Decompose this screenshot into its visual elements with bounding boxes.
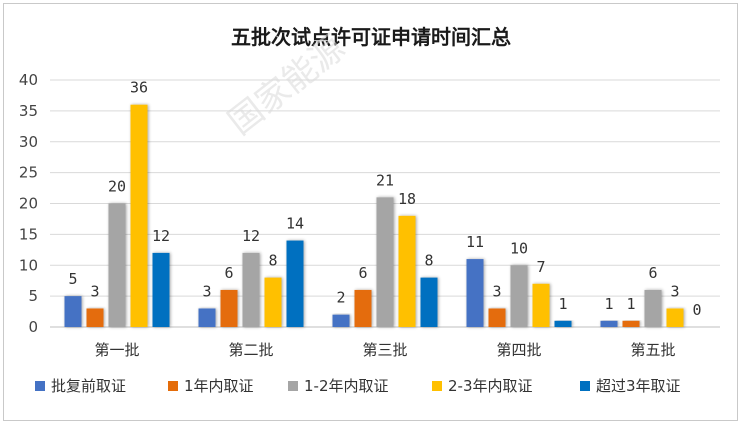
- legend-swatch: [168, 381, 178, 391]
- x-category-label: 第五批: [630, 341, 675, 359]
- legend-label: 1年内取证: [184, 377, 254, 395]
- data-label: 6: [224, 264, 233, 282]
- bar: [398, 215, 416, 327]
- y-tick-label: 40: [19, 71, 38, 89]
- legend-item: 2-3年内取证: [432, 377, 533, 395]
- bar: [86, 308, 104, 327]
- legend-item: 批复前取证: [35, 377, 126, 395]
- bar: [130, 104, 148, 327]
- bar: [108, 203, 126, 327]
- bar: [644, 289, 662, 327]
- bar: [220, 289, 238, 327]
- data-label: 0: [692, 301, 701, 319]
- bar: [488, 308, 506, 327]
- bar: [510, 265, 528, 327]
- legend-label: 批复前取证: [51, 377, 126, 395]
- data-label: 6: [648, 264, 657, 282]
- data-label: 20: [108, 178, 126, 196]
- y-tick-label: 15: [19, 225, 38, 243]
- x-category-label: 第三批: [362, 341, 407, 359]
- data-label: 5: [68, 270, 77, 288]
- y-tick-label: 20: [19, 195, 38, 213]
- x-category-label: 第二批: [228, 341, 273, 359]
- legend-label: 超过3年取证: [596, 377, 681, 395]
- bar: [376, 197, 394, 327]
- bar: [332, 314, 350, 327]
- legend-swatch: [580, 381, 590, 391]
- data-label: 3: [492, 282, 501, 300]
- legend-label: 2-3年内取证: [448, 377, 533, 395]
- legend-item: 1年内取证: [168, 377, 254, 395]
- bar: [242, 252, 260, 327]
- bar: [152, 252, 170, 327]
- legend-swatch: [288, 381, 298, 391]
- bar: [286, 240, 304, 327]
- data-label: 3: [670, 282, 679, 300]
- bar: [666, 308, 684, 327]
- bar: [420, 277, 438, 327]
- data-label: 36: [130, 79, 148, 97]
- data-label: 6: [358, 264, 367, 282]
- chart-title: 五批次试点许可证申请时间汇总: [231, 25, 511, 49]
- bar: [354, 289, 372, 327]
- bar: [554, 320, 572, 327]
- y-tick-label: 25: [19, 164, 38, 182]
- legend-swatch: [432, 381, 442, 391]
- bar: [198, 308, 216, 327]
- data-label: 10: [510, 239, 528, 257]
- bar: [532, 283, 550, 327]
- data-label: 1: [558, 295, 567, 313]
- data-label: 12: [242, 227, 260, 245]
- y-tick-label: 10: [19, 256, 38, 274]
- data-label: 7: [536, 258, 545, 276]
- data-label: 2: [336, 289, 345, 307]
- x-category-label: 第四批: [496, 341, 541, 359]
- data-label: 8: [268, 252, 277, 270]
- data-label: 3: [90, 282, 99, 300]
- data-label: 1: [626, 295, 635, 313]
- legend-item: 超过3年取证: [580, 377, 681, 395]
- y-tick-label: 30: [19, 133, 38, 151]
- data-label: 11: [466, 233, 484, 251]
- y-tick-label: 0: [28, 318, 38, 336]
- data-label: 12: [152, 227, 170, 245]
- legend: 批复前取证 1年内取证 1-2年内取证 2-3年内取证 超过3年取证: [35, 377, 681, 395]
- y-tick-label: 5: [28, 287, 38, 305]
- data-label: 1: [604, 295, 613, 313]
- legend-swatch: [35, 381, 45, 391]
- bar: [622, 320, 640, 327]
- y-axis-ticks: 0 5 10 15 20 25 30 35 40: [19, 71, 38, 336]
- data-label: 18: [398, 190, 416, 208]
- legend-label: 1-2年内取证: [304, 377, 389, 395]
- bar: [264, 277, 282, 327]
- x-category-label: 第一批: [94, 341, 139, 359]
- data-label: 14: [286, 215, 304, 233]
- data-label: 21: [376, 171, 394, 189]
- x-axis-categories: 第一批 第二批 第三批 第四批 第五批: [94, 341, 675, 359]
- bar: [64, 296, 82, 327]
- bar: [466, 259, 484, 327]
- bar: [600, 320, 618, 327]
- data-label: 8: [424, 252, 433, 270]
- y-tick-label: 35: [19, 102, 38, 120]
- legend-item: 1-2年内取证: [288, 377, 389, 395]
- data-label: 3: [202, 282, 211, 300]
- bars: [64, 104, 684, 327]
